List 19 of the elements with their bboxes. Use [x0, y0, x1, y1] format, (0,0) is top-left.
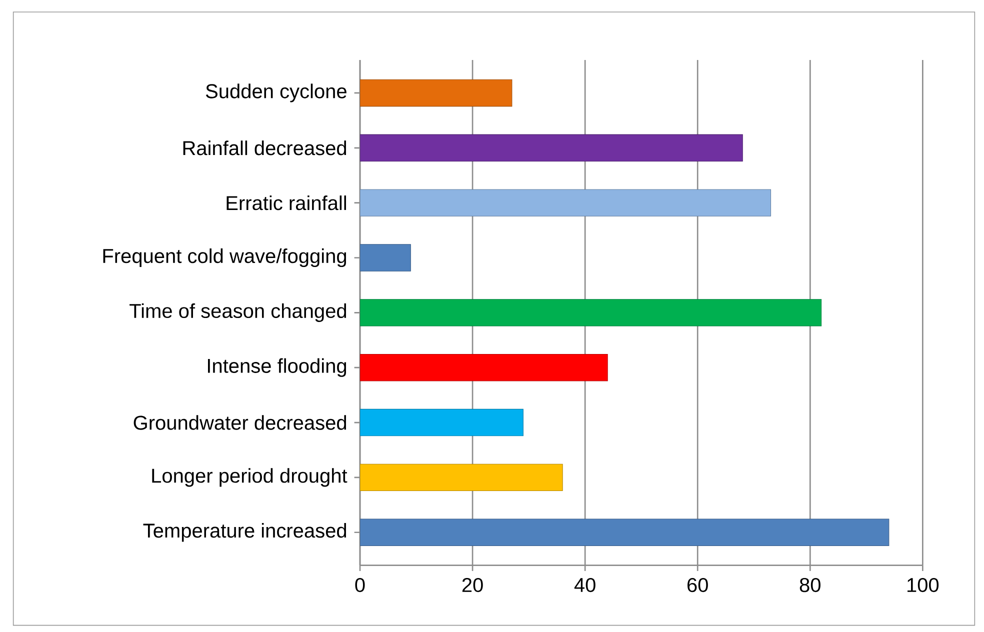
bar — [360, 518, 890, 546]
y-tick-label: Rainfall decreased — [183, 140, 346, 156]
bar — [360, 299, 822, 326]
y-tick-label: Intense flooding — [208, 358, 346, 377]
x-tick-label: 80 — [800, 578, 820, 592]
y-tick-label: Sudden cyclone — [206, 84, 346, 102]
y-tick-label: Time of season changed — [130, 303, 346, 322]
bar — [360, 464, 563, 492]
y-tick-label: Longer period drought — [152, 468, 348, 487]
y-tick-label: Erratic rainfall — [226, 195, 346, 210]
x-tick-label: 40 — [574, 578, 596, 592]
y-tick-label: Temperature increased — [143, 523, 346, 542]
y-tick-label: Groundwater decreased — [134, 415, 346, 430]
x-tick-label: 0 — [355, 578, 365, 592]
x-tick-label: 60 — [688, 578, 708, 592]
x-tick-label: 20 — [462, 578, 483, 592]
y-tick-label: Frequent cold wave/fogging — [103, 248, 346, 268]
bar — [360, 79, 512, 107]
x-tick-label: 100 — [908, 578, 939, 592]
